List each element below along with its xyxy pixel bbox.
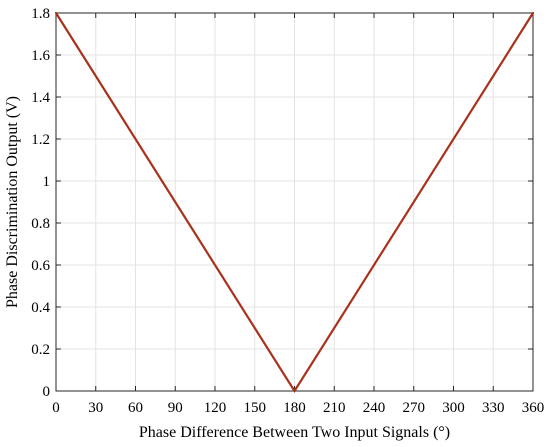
x-axis-label: Phase Difference Between Two Input Signa…	[139, 424, 450, 441]
tick-marks	[55, 12, 534, 392]
x-tick-label: 360	[522, 400, 545, 416]
series-point	[531, 11, 535, 15]
x-tick-label: 300	[442, 400, 465, 416]
x-tick-label: 90	[168, 400, 183, 416]
y-tick-label: 1.4	[31, 90, 50, 106]
y-tick-labels: 0 0.2 0.4 0.6 0.8 1 1.2 1.4 1.6 1.8	[31, 6, 50, 400]
y-tick-label: 0.2	[31, 342, 50, 358]
y-tick-label: 0.6	[31, 258, 50, 274]
x-tick-label: 30	[88, 400, 103, 416]
y-tick-label: 0.4	[31, 300, 50, 316]
y-tick-label: 0	[43, 384, 51, 400]
x-tick-label: 60	[128, 400, 143, 416]
x-tick-label: 270	[403, 400, 426, 416]
x-tick-labels: 0 30 60 90 120 150 180 210 240 270 300 330 360	[52, 400, 544, 416]
y-tick-label: 1.8	[31, 6, 50, 22]
y-tick-label: 1	[43, 174, 51, 190]
x-tick-label: 180	[283, 400, 306, 416]
x-tick-label: 150	[244, 400, 267, 416]
y-tick-label: 0.8	[31, 216, 50, 232]
x-tick-label: 240	[363, 400, 386, 416]
x-tick-label: 0	[52, 400, 60, 416]
x-tick-label: 330	[482, 400, 505, 416]
x-tick-label: 210	[323, 400, 346, 416]
y-axis-label: Phase Discrimination Output (V)	[4, 96, 21, 308]
series-layer	[54, 11, 535, 394]
y-tick-label: 1.6	[31, 48, 50, 64]
y-tick-label: 1.2	[31, 132, 50, 148]
x-tick-label: 120	[204, 400, 227, 416]
series-point	[293, 389, 296, 393]
series-point	[54, 11, 58, 15]
